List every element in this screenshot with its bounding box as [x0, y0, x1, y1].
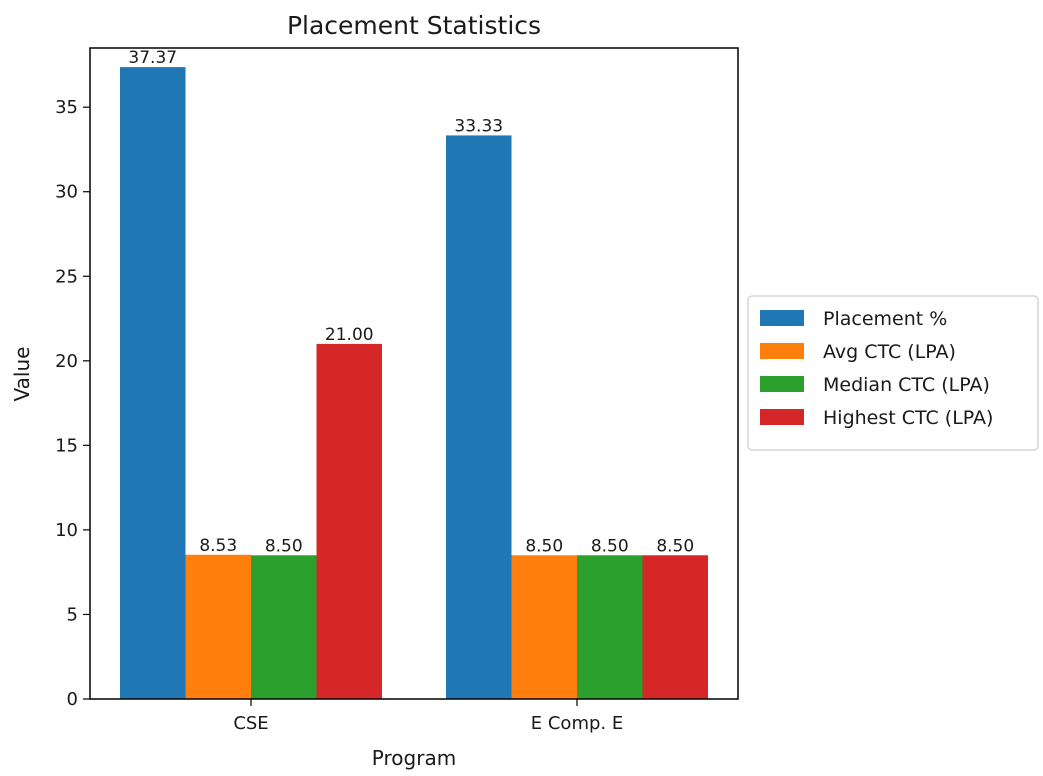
chart-title: Placement Statistics — [287, 11, 541, 40]
bar-placement-e-comp-e — [446, 135, 512, 700]
x-tick-label-cse: CSE — [233, 713, 268, 734]
legend-swatch-highest-ctc-lpa — [760, 409, 804, 425]
x-tick-label-e-comp-e: E Comp. E — [531, 713, 623, 734]
data-label-median-ctc-lpa-cse: 8.50 — [265, 536, 303, 556]
bar-avg-ctc-lpa-e-comp-e — [511, 555, 577, 699]
y-tick-label: 30 — [55, 182, 78, 203]
legend-label-median-ctc-lpa: Median CTC (LPA) — [823, 374, 990, 396]
y-tick-label: 0 — [67, 689, 78, 710]
legend-swatch-placement — [760, 310, 804, 326]
y-tick-label: 35 — [55, 97, 78, 118]
y-tick-label: 10 — [55, 520, 78, 541]
legend-swatch-median-ctc-lpa — [760, 376, 804, 392]
bar-highest-ctc-lpa-e-comp-e — [642, 555, 708, 699]
data-label-avg-ctc-lpa-e-comp-e: 8.50 — [525, 536, 563, 556]
y-tick-label: 15 — [55, 435, 78, 456]
y-tick-label: 25 — [55, 266, 78, 287]
x-axis-label: Program — [372, 746, 456, 770]
plot-frame — [89, 47, 739, 700]
y-axis-label: Value — [10, 347, 34, 402]
plot-area: 37.37 33.33 8.53 8.50 8.50 8.50 21.00 8.50 — [120, 48, 708, 700]
legend-label-avg-ctc-lpa: Avg CTC (LPA) — [823, 341, 956, 363]
axes: 0 5 10 15 20 25 30 35 CSE E Comp. E — [55, 97, 623, 734]
legend: Placement % Avg CTC (LPA) Median CTC (LPA)… — [747, 295, 1039, 451]
legend-label-highest-ctc-lpa: Highest CTC (LPA) — [823, 407, 993, 429]
y-tick-label: 20 — [55, 351, 78, 372]
legend-box — [747, 295, 1039, 451]
legend-swatch-avg-ctc-lpa — [760, 343, 804, 359]
legend-label-placement: Placement % — [823, 308, 947, 330]
data-label-median-ctc-lpa-e-comp-e: 8.50 — [591, 536, 629, 556]
data-label-placement-e-comp-e: 33.33 — [454, 116, 503, 136]
bar-placement-cse — [120, 67, 186, 699]
data-label-highest-ctc-lpa-cse: 21.00 — [325, 325, 374, 345]
bar-median-ctc-lpa-e-comp-e — [577, 555, 643, 699]
data-label-placement-cse: 37.37 — [128, 48, 177, 68]
bar-highest-ctc-lpa-cse — [316, 343, 382, 699]
data-label-highest-ctc-lpa-e-comp-e: 8.50 — [656, 536, 694, 556]
bar-avg-ctc-lpa-cse — [185, 554, 251, 699]
data-label-avg-ctc-lpa-cse: 8.53 — [199, 536, 237, 556]
y-tick-label: 5 — [67, 604, 78, 625]
bar-median-ctc-lpa-cse — [251, 555, 317, 699]
